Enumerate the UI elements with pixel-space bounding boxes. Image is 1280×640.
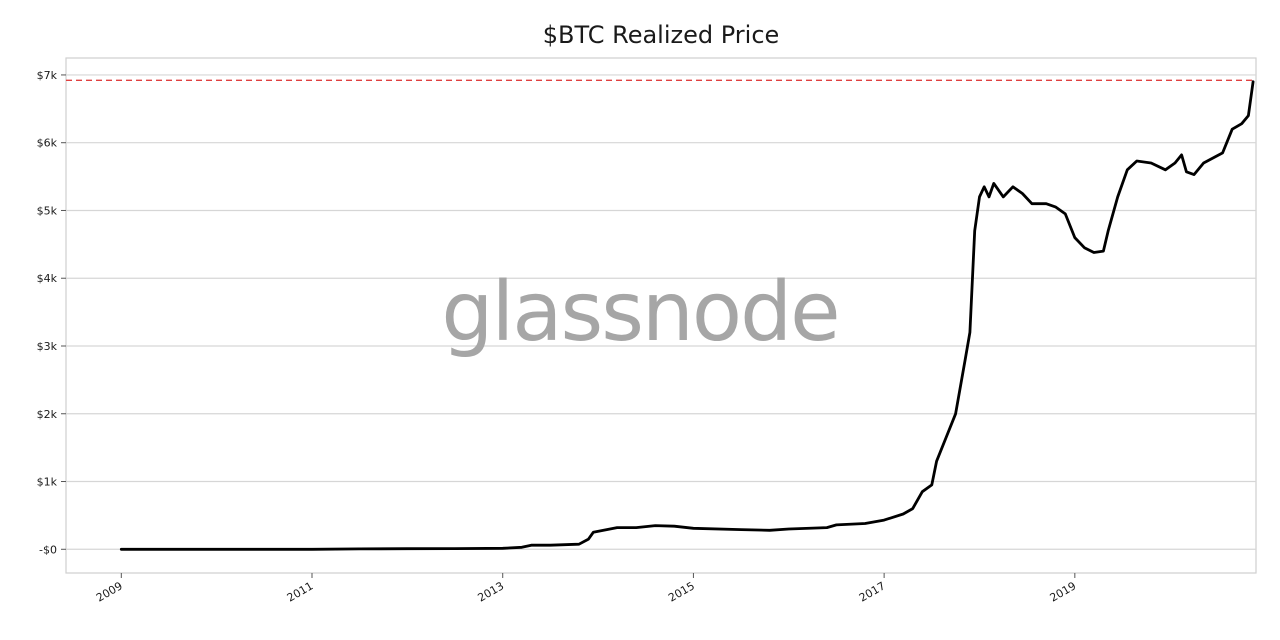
data-point: [1252, 80, 1254, 83]
data-point: [1126, 169, 1129, 171]
plot-frame: [65, 57, 1257, 574]
data-point: [945, 436, 947, 439]
series-line-realized-price: [119, 80, 1255, 551]
data-point: [692, 527, 695, 530]
data-point: [826, 526, 828, 529]
data-point: [921, 490, 924, 493]
data-point: [1185, 171, 1188, 173]
data-point: [1064, 213, 1067, 215]
data-point: [1116, 196, 1119, 198]
x-tick-label: 2011: [285, 579, 316, 604]
data-point: [1002, 196, 1005, 198]
data-point: [935, 460, 938, 462]
data-point: [768, 529, 771, 532]
data-point: [592, 531, 595, 534]
data-point: [1093, 251, 1095, 254]
chart-title: $BTC Realized Price: [543, 21, 780, 49]
y-tick-label: $1k: [37, 476, 58, 489]
data-point: [1150, 162, 1152, 164]
data-point: [1174, 162, 1176, 164]
data-point: [787, 528, 790, 530]
data-point: [501, 547, 504, 550]
data-point: [587, 538, 590, 540]
data-point: [578, 543, 580, 546]
data-point: [864, 522, 866, 525]
data-point: [1240, 122, 1243, 125]
data-point: [215, 548, 218, 551]
data-point: [1221, 152, 1224, 154]
data-point: [983, 185, 986, 188]
data-point: [835, 524, 838, 526]
data-point: [988, 196, 990, 198]
x-tick-label: 2019: [1048, 579, 1079, 604]
data-point: [1231, 128, 1233, 130]
x-tick-label: 2009: [94, 579, 125, 604]
data-point: [964, 358, 966, 361]
data-point: [1180, 154, 1183, 156]
data-point: [1136, 160, 1138, 162]
data-point: [520, 546, 523, 549]
y-tick-label: $4k: [37, 272, 58, 285]
data-point: [883, 519, 885, 521]
data-point: [740, 528, 742, 531]
x-tick-label: 2015: [666, 579, 697, 604]
data-point: [931, 484, 933, 486]
data-point: [673, 525, 676, 528]
data-point: [902, 513, 904, 515]
data-point: [1107, 229, 1110, 232]
data-point: [911, 507, 914, 510]
data-point: [616, 526, 618, 529]
watermark: glassnode: [441, 265, 838, 360]
data-point: [1012, 185, 1014, 188]
y-axis: -$0 $1k $2k $3k $4k $5k $6k $7k: [37, 69, 66, 556]
data-point: [1247, 114, 1250, 117]
data-point: [1074, 236, 1076, 239]
data-point: [406, 547, 409, 550]
data-point: [1193, 173, 1195, 176]
data-point: [969, 331, 971, 334]
y-tick-label: $2k: [37, 408, 58, 421]
data-point: [1031, 202, 1033, 205]
data-point: [1054, 206, 1057, 208]
x-axis: 2009 2011 2013 2015 2017 2019: [94, 573, 1078, 605]
data-point: [973, 229, 976, 232]
data-point: [1164, 169, 1167, 171]
data-point: [311, 548, 313, 551]
data-point: [120, 548, 123, 551]
x-tick-label: 2017: [857, 579, 888, 604]
y-tick-label: $3k: [37, 340, 58, 353]
data-point: [1083, 246, 1086, 249]
data-point: [635, 526, 638, 529]
y-tick-label: $5k: [37, 204, 58, 217]
data-point: [1102, 250, 1105, 252]
data-point: [530, 544, 533, 547]
data-point: [1045, 202, 1048, 205]
data-point: [992, 182, 995, 185]
y-tick-label: $6k: [37, 137, 58, 150]
y-tick-label: -$0: [39, 543, 57, 556]
data-point: [654, 524, 657, 527]
data-point: [978, 196, 981, 198]
data-point: [358, 548, 361, 550]
data-point: [954, 412, 957, 415]
data-point: [1202, 162, 1205, 164]
grid-lines: [66, 74, 1256, 550]
data-point: [549, 544, 552, 547]
data-point: [1021, 192, 1024, 195]
x-tick-label: 2013: [475, 579, 506, 604]
data-point: [454, 547, 456, 550]
y-tick-label: $7k: [37, 69, 58, 82]
data-points: [120, 80, 1254, 551]
